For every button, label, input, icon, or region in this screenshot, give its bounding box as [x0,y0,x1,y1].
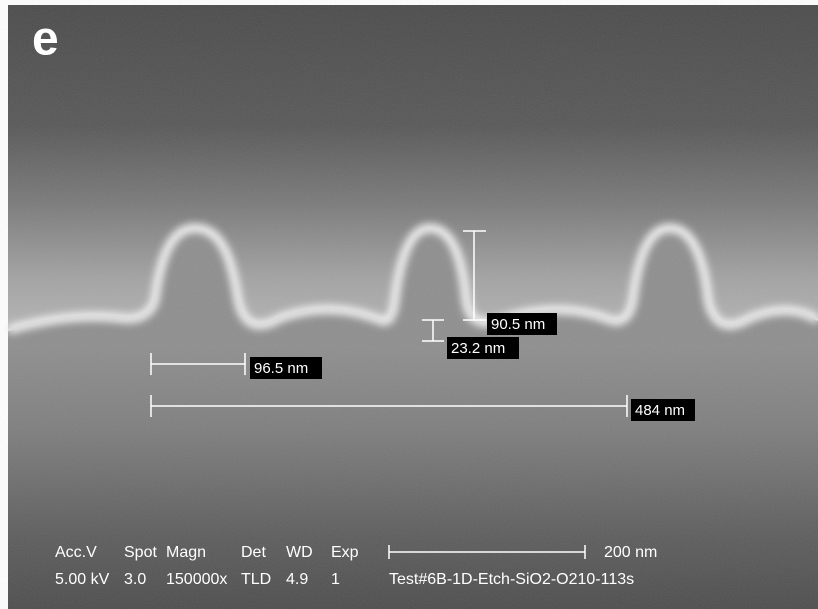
info-header: Acc.V [55,544,97,561]
measurement-label: 23.2 nm [451,340,505,357]
measurement-label: 90.5 nm [491,316,545,333]
info-value: 1 [331,571,340,588]
page: e 90.5 nm 23.2 nm 96.5 nm 484 nm Acc.V Sp… [0,0,818,609]
info-header: WD [286,544,313,561]
info-value: 5.00 kV [55,571,110,588]
info-header: Det [241,544,266,561]
panel-label: e [32,13,59,66]
info-value: 4.9 [286,571,308,588]
info-header: Magn [166,544,206,561]
sem-image: e 90.5 nm 23.2 nm 96.5 nm 484 nm Acc.V Sp… [0,0,818,609]
info-value: 3.0 [124,571,146,588]
info-header: Spot [124,544,157,561]
info-value: 150000x [166,571,227,588]
info-header: Exp [331,544,359,561]
noise [8,5,818,609]
sample-id: Test#6B-1D-Etch-SiO2-O210-113s [389,571,634,588]
measurement-label: 96.5 nm [254,360,308,377]
scale-bar-label: 200 nm [604,544,657,561]
info-value: TLD [241,571,271,588]
measurement-label: 484 nm [635,402,685,419]
